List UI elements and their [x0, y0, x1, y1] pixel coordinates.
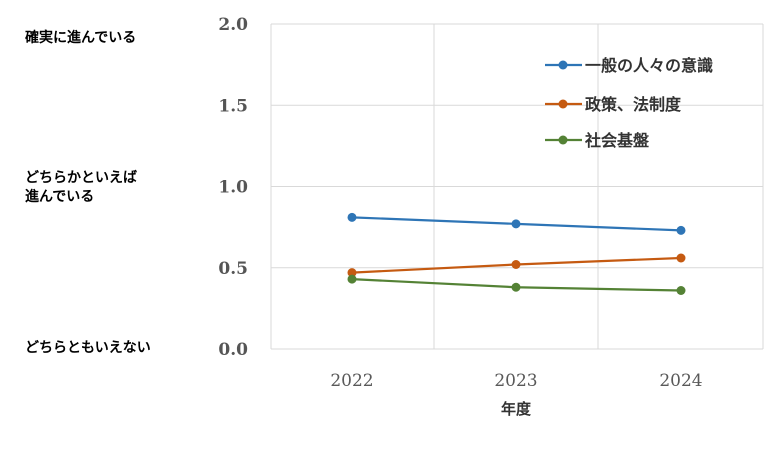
y-tick-label: 2.0: [218, 15, 248, 35]
legend-label: 社会基盤: [584, 131, 650, 150]
legend-marker: [558, 60, 568, 70]
data-point: [511, 282, 521, 292]
y-tick-label: 1.5: [218, 96, 248, 116]
y-tick-label: 0.5: [218, 259, 248, 279]
y-axis-ticks: 0.0 0.5 1.0 1.5 2.0: [218, 15, 248, 360]
data-point: [347, 268, 357, 278]
data-point: [676, 286, 686, 295]
y-tick-label: 0.0: [218, 340, 248, 360]
data-point: [347, 274, 357, 284]
data-point: [676, 253, 686, 263]
legend-label: 政策、法制度: [585, 95, 682, 114]
series-group: [347, 212, 686, 295]
x-axis-label: 年度: [501, 400, 532, 418]
legend-label: 一般の人々の意識: [585, 56, 713, 75]
category-label: どちらともいえない: [25, 340, 151, 356]
category-label: 確実に進んでいる: [25, 30, 137, 46]
x-axis-ticks: 2022 2023 2024: [330, 371, 702, 391]
x-tick-label: 2024: [659, 371, 702, 391]
data-point: [347, 212, 357, 222]
category-label: どちらかといえば 進んでいる: [25, 170, 137, 205]
legend-marker: [558, 99, 568, 109]
data-point: [511, 260, 521, 269]
data-point: [511, 219, 521, 229]
legend-marker: [558, 135, 568, 145]
data-point: [676, 225, 686, 235]
gridlines: [270, 23, 764, 350]
y-tick-label: 1.0: [218, 178, 248, 198]
x-tick-label: 2023: [494, 371, 537, 391]
x-tick-label: 2022: [330, 371, 373, 391]
